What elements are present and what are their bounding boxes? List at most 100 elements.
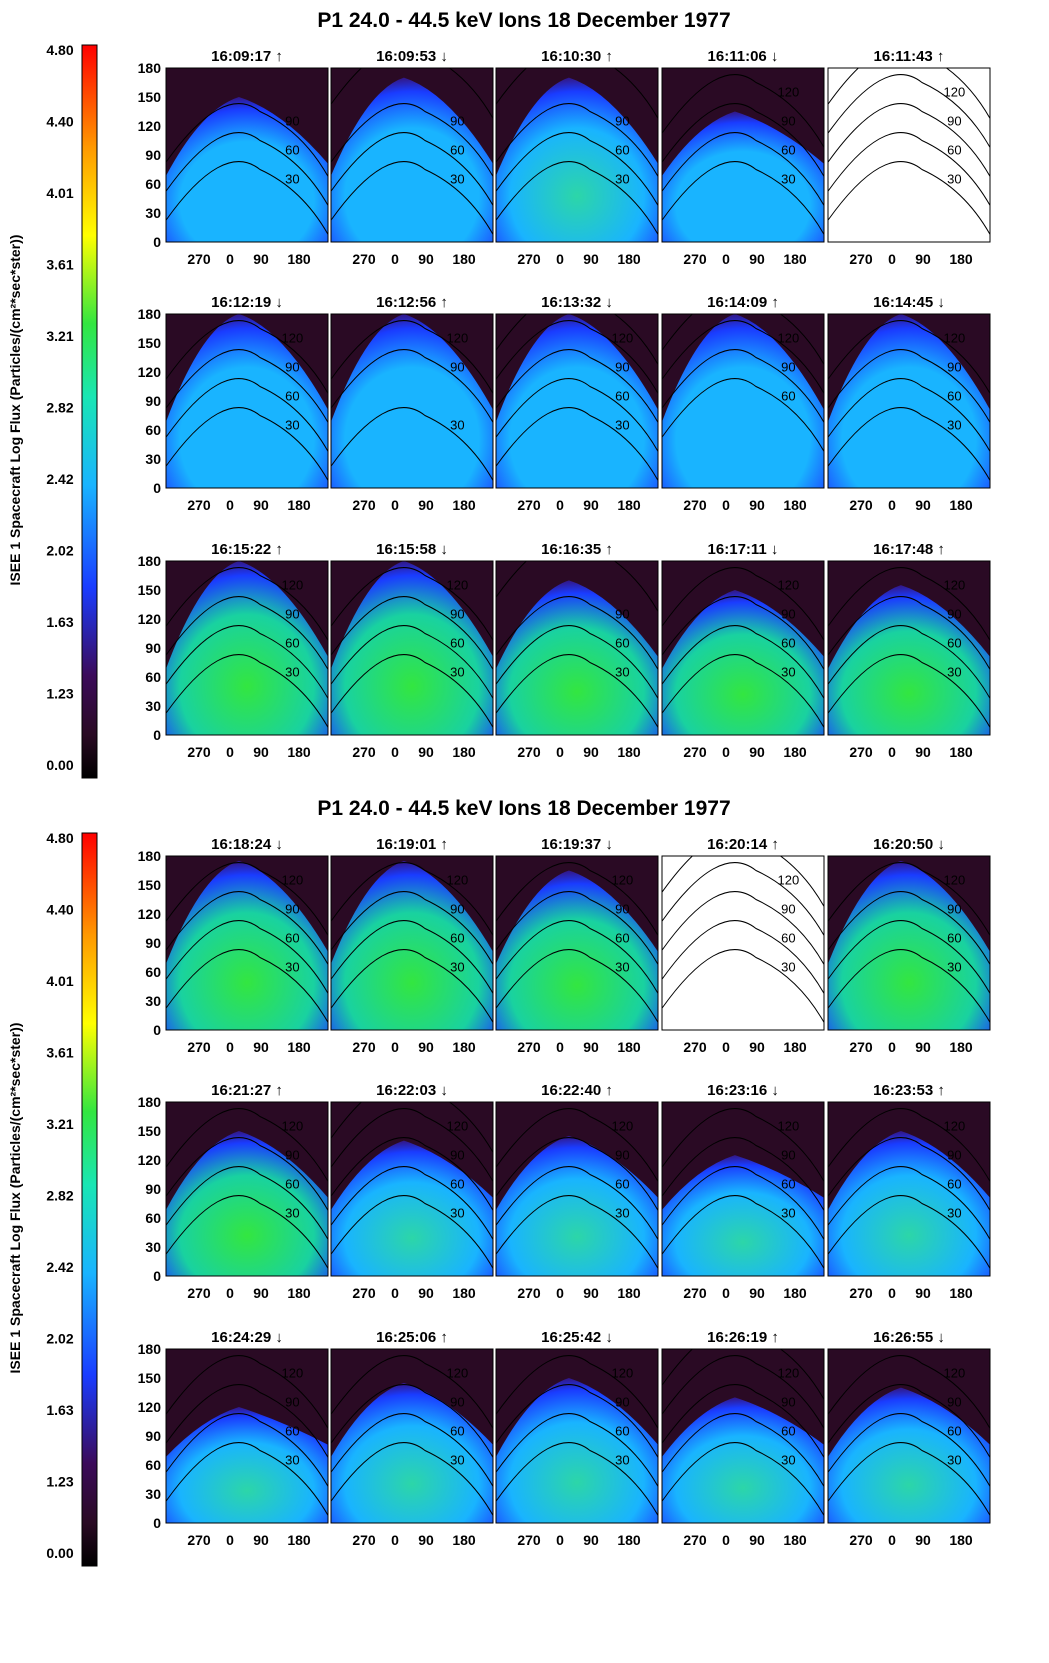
contour-label: 90 <box>781 1148 795 1163</box>
contour-line <box>166 1166 328 1241</box>
y-tick-label: 90 <box>145 1181 161 1197</box>
contour-label: 90 <box>450 902 464 917</box>
panel-title: 16:17:11 ↓ <box>708 541 779 558</box>
panel-plot: 30 60 90 150 <box>496 68 658 242</box>
x-tick-label: 90 <box>253 1039 269 1055</box>
x-tick-label: 270 <box>517 744 541 760</box>
flux-region <box>496 580 658 735</box>
flux-region <box>331 1140 493 1276</box>
colorbar-tick: 3.61 <box>46 1045 73 1061</box>
contour-line <box>662 103 824 178</box>
x-tick-label: 90 <box>915 497 931 513</box>
contour-line <box>331 1442 493 1517</box>
x-tick-label: 180 <box>783 1039 807 1055</box>
colorbar-tick: 3.21 <box>46 328 73 344</box>
y-tick-label: 30 <box>145 1239 161 1255</box>
contour-label: 90 <box>947 114 961 129</box>
x-tick-label: 90 <box>749 1285 765 1301</box>
colorbar-tick: 4.40 <box>46 114 73 130</box>
x-tick-label: 180 <box>452 1039 476 1055</box>
contour-line <box>496 862 658 937</box>
contour-line <box>496 103 658 178</box>
contour-line <box>496 1108 658 1183</box>
contour-line <box>166 862 328 937</box>
x-tick-label: 180 <box>783 1532 807 1548</box>
contour-label: 120 <box>282 873 304 888</box>
contour-line <box>662 596 824 671</box>
contour-label: 120 <box>944 1366 966 1381</box>
contour-line <box>828 132 990 207</box>
y-tick-label: 30 <box>145 205 161 221</box>
contour-label: 60 <box>781 143 795 158</box>
x-tick-label: 180 <box>452 744 476 760</box>
contour-label: 120 <box>944 85 966 100</box>
contour-label: 120 <box>282 1119 304 1134</box>
panel: 16:14:45 ↓ 30 60 90 120 270 0 90 180 <box>827 294 991 513</box>
panel-title: 16:13:32 ↓ <box>541 294 613 311</box>
contour-label: 30 <box>781 1453 795 1468</box>
x-tick-label: 90 <box>749 1039 765 1055</box>
contour-line <box>166 567 328 642</box>
x-tick-label: 180 <box>452 251 476 267</box>
flux-region <box>828 585 990 735</box>
panel-plot: 30 60 90 120 <box>331 856 493 1030</box>
panel-frame <box>165 313 329 489</box>
contour-line <box>496 320 658 395</box>
contour-label: 90 <box>615 1395 629 1410</box>
contour-line <box>662 625 824 700</box>
panel-frame <box>827 313 991 489</box>
x-tick-label: 180 <box>452 497 476 513</box>
contour-line <box>331 407 493 482</box>
x-tick-label: 90 <box>418 744 434 760</box>
contour-label: 60 <box>450 143 464 158</box>
contour-label: 90 <box>450 1395 464 1410</box>
y-tick-label: 60 <box>145 1457 161 1473</box>
panel-plot: 30 60 90 120 <box>166 561 328 735</box>
flux-region <box>166 561 328 735</box>
contour-label: 60 <box>947 389 961 404</box>
contour-label: 90 <box>615 360 629 375</box>
y-tick-label: 30 <box>145 451 161 467</box>
contour-label: 60 <box>615 1177 629 1192</box>
panel: 16:21:27 ↑ 30 60 90 120 180 150 120 90 60 30 0 270 0 9… <box>138 1082 329 1301</box>
x-tick-label: 180 <box>783 1285 807 1301</box>
contour-line <box>828 103 990 178</box>
contour-label: 120 <box>612 873 634 888</box>
contour-line <box>662 862 824 937</box>
x-tick-label: 270 <box>517 1285 541 1301</box>
colorbar-tick: 3.61 <box>46 257 73 273</box>
contour-line <box>331 161 493 236</box>
x-tick-label: 180 <box>783 497 807 513</box>
contour-label: 30 <box>450 1453 464 1468</box>
page-2: P1 24.0 - 44.5 keV Ions 18 December 1977… <box>7 797 991 1567</box>
contour-line <box>662 891 824 966</box>
panel-title: 16:24:29 ↓ <box>211 1329 283 1346</box>
contour-label: 120 <box>944 578 966 593</box>
flux-region <box>331 860 493 1030</box>
panel-title: 16:14:45 ↓ <box>873 294 945 311</box>
contour-line <box>662 320 824 395</box>
y-tick-label: 180 <box>138 306 162 322</box>
panel-frame <box>827 67 991 243</box>
colorbar-tick: 3.21 <box>46 1116 73 1132</box>
flux-region <box>166 1407 328 1523</box>
contour-label: 150 <box>778 1337 800 1352</box>
panel-plot: 30 60 90 120 <box>166 1102 328 1276</box>
y-tick-label: 120 <box>138 1399 162 1415</box>
panel-title: 16:25:06 ↑ <box>376 1329 448 1346</box>
panel: 16:11:43 ↑ 30 60 90 120 150 270 0 90 180 <box>827 48 991 267</box>
x-tick-label: 0 <box>888 1285 896 1301</box>
panel-plot: 30 60 90 120 <box>662 1102 824 1276</box>
contour-line <box>331 949 493 1024</box>
x-tick-label: 270 <box>352 497 376 513</box>
contour-label: 120 <box>778 1119 800 1134</box>
y-tick-label: 180 <box>138 848 162 864</box>
contour-line <box>331 1355 493 1430</box>
contour-label: 90 <box>615 1148 629 1163</box>
x-tick-label: 270 <box>187 744 211 760</box>
x-tick-label: 90 <box>583 744 599 760</box>
panel: 16:11:06 ↓ 30 60 90 120 270 0 90 180 <box>661 48 825 267</box>
panel-plot: 30 90 120 <box>331 314 493 488</box>
x-tick-label: 180 <box>783 744 807 760</box>
contour-label: 90 <box>285 902 299 917</box>
